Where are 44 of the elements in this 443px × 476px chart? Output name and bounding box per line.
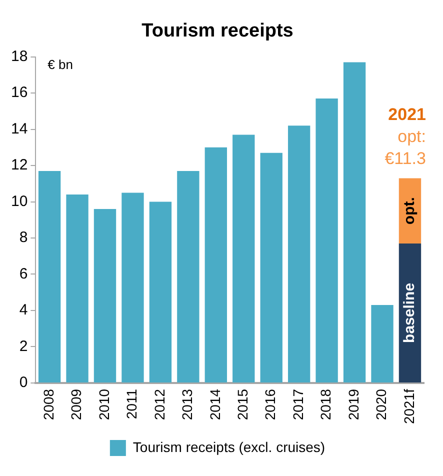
bar <box>38 170 61 382</box>
x-tick-label: 2018 <box>318 388 334 420</box>
series-label: opt. <box>401 197 418 225</box>
y-tick-label: 16 <box>10 84 28 102</box>
y-tick-label: 4 <box>19 302 28 319</box>
y-tick-label: 2 <box>19 338 28 355</box>
y-tick-label: 14 <box>10 120 28 138</box>
bar <box>343 62 366 382</box>
x-tick-label: 2012 <box>151 388 168 420</box>
x-tick-label: 2021f <box>400 388 417 424</box>
bar <box>398 178 422 244</box>
y-tick-label: 8 <box>19 229 28 246</box>
x-tick-label: 2015 <box>234 388 250 420</box>
y-tick-label: 6 <box>19 265 28 282</box>
bar <box>316 98 338 382</box>
legend-label: Tourism receipts (excl. cruises) <box>132 438 326 455</box>
x-tick-label: 2017 <box>290 388 306 420</box>
y-axis-title: € bn <box>48 56 73 72</box>
x-tick-label: 2016 <box>262 388 278 420</box>
bar <box>66 194 88 382</box>
series-label: baseline <box>401 282 418 343</box>
x-tick-label: 2011 <box>124 388 140 420</box>
x-tick-label: 2019 <box>345 388 362 420</box>
bar <box>122 192 144 382</box>
x-tick-label: 2008 <box>40 388 56 420</box>
x-tick-label: 2009 <box>68 388 84 420</box>
bar <box>371 305 394 382</box>
bar <box>149 202 172 382</box>
y-tick-label: 12 <box>10 156 28 174</box>
y-tick-label: 0 <box>19 374 28 392</box>
bar <box>288 126 310 382</box>
chart-title: Tourism receipts <box>142 20 294 42</box>
x-tick-label: 2010 <box>96 388 112 420</box>
y-tick-label: 18 <box>10 48 28 65</box>
bar <box>204 147 227 382</box>
x-tick-label: 2014 <box>206 388 223 420</box>
bar <box>260 152 282 382</box>
bar <box>232 134 255 382</box>
annotation: 2021 opt: €11.3 <box>384 105 426 168</box>
x-tick-label: 2013 <box>179 388 196 420</box>
x-tick-label: 2020 <box>373 388 390 420</box>
bar <box>94 209 116 382</box>
bar <box>177 170 200 382</box>
y-tick-label: 10 <box>10 192 28 210</box>
